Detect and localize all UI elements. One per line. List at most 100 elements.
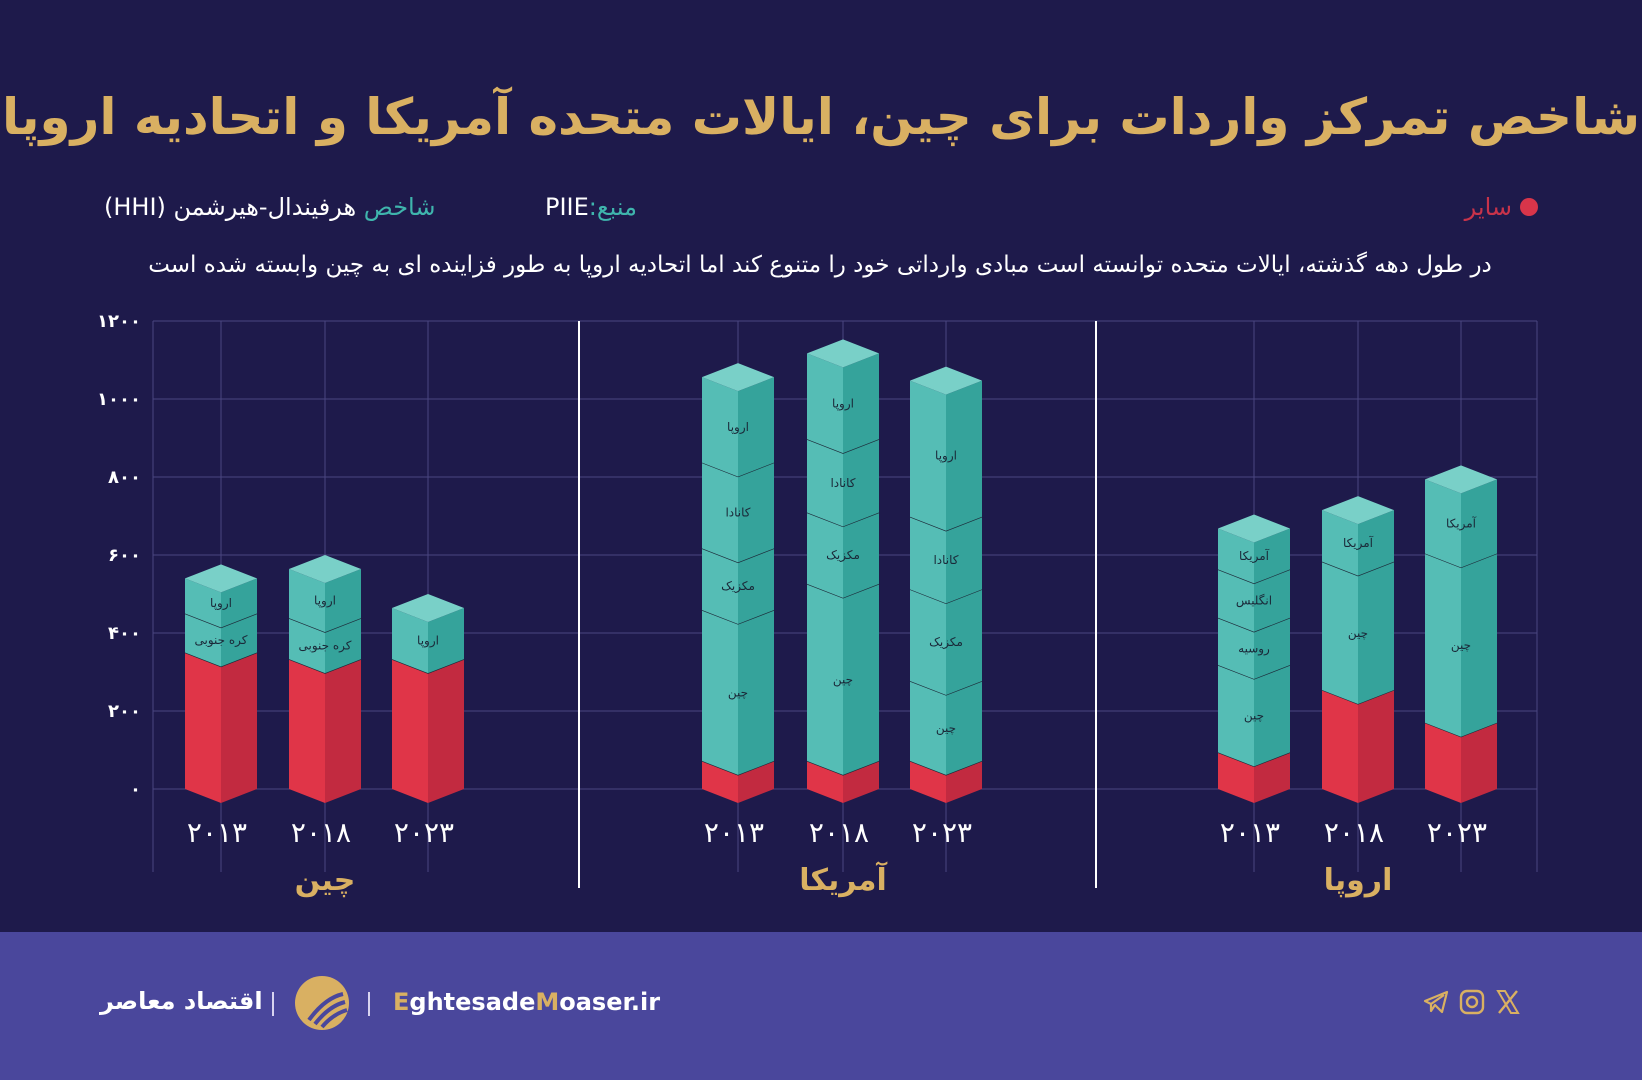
bar-segment-right xyxy=(1254,569,1290,632)
website-link[interactable]: EghtesadeMoaser.ir xyxy=(393,988,661,1016)
bar-segment-left xyxy=(1218,569,1254,632)
bar-segment-left xyxy=(1218,617,1254,679)
bar-segment-left xyxy=(702,548,738,624)
y-tick-label: ۰ xyxy=(130,779,141,800)
bar-segment-right xyxy=(1358,561,1394,704)
bar-segment-left xyxy=(1425,479,1461,568)
bar-segment-right xyxy=(1358,510,1394,576)
segment-label: چین xyxy=(1451,638,1471,653)
bar-segment-left xyxy=(910,516,946,604)
year-label: ۲۰۲۳ xyxy=(912,816,972,849)
bar-segment-right xyxy=(1358,689,1394,803)
year-label: ۲۰۱۸ xyxy=(1324,816,1384,849)
bar-segment-right xyxy=(221,613,257,667)
bar-segment-right xyxy=(1254,528,1290,584)
x-icon[interactable] xyxy=(1494,988,1522,1016)
bar-segment-right xyxy=(428,659,464,803)
bar-top-face xyxy=(289,555,361,584)
bar-segment-right xyxy=(325,569,361,633)
brand-name: اقتصاد معاصر xyxy=(100,987,263,1015)
bar-top-face xyxy=(807,339,879,368)
y-tick-label: ۴۰۰ xyxy=(108,623,141,644)
bar-segment-left xyxy=(185,613,221,667)
bar-segment-left xyxy=(807,583,843,775)
bar-segment-right xyxy=(738,609,774,775)
source: منبع:PIIE xyxy=(545,193,637,221)
bar-segment-right xyxy=(738,548,774,624)
year-label: ۲۰۱۳ xyxy=(704,816,764,849)
bar-segment-right xyxy=(325,618,361,674)
logo-icon xyxy=(295,976,349,1030)
segment-label: اروپا xyxy=(210,596,232,611)
group-label: چین xyxy=(295,863,356,898)
bar-top-face xyxy=(1218,514,1290,543)
bar-segment-right xyxy=(946,680,982,775)
index-value: هرفیندال-هیرشمن (HHI) xyxy=(104,193,357,221)
bar-segment-left xyxy=(392,659,428,803)
segment-label: کانادا xyxy=(830,476,855,490)
y-tick-label: ۶۰۰ xyxy=(108,545,141,566)
bar-segment-left xyxy=(910,380,946,531)
segment-label: آمریکا xyxy=(1343,535,1374,551)
instagram-icon[interactable] xyxy=(1458,988,1486,1016)
segment-label: چین xyxy=(936,721,956,736)
y-tick-label: ۸۰۰ xyxy=(108,467,141,488)
bar-segment-right xyxy=(843,583,879,775)
index-label: شاخص xyxy=(363,193,436,221)
segment-label: اروپا xyxy=(314,594,336,609)
segment-label: مکزیک xyxy=(826,548,860,563)
divider xyxy=(272,992,274,1016)
bar-segment-right xyxy=(1461,722,1497,803)
bar-segment-right xyxy=(946,380,982,531)
bar-segment-left xyxy=(1218,528,1254,584)
segment-label: کانادا xyxy=(725,505,750,519)
year-label: ۲۰۱۳ xyxy=(187,816,247,849)
bar-segment-left xyxy=(807,512,843,598)
segment-label: اروپا xyxy=(417,634,439,649)
segment-label: اروپا xyxy=(727,420,749,435)
telegram-icon[interactable] xyxy=(1422,988,1450,1016)
bar-segment-left xyxy=(702,377,738,477)
bar-segment-left xyxy=(1425,553,1461,737)
bar-top-face xyxy=(1322,496,1394,525)
group-label: آمریکا xyxy=(799,861,887,898)
segment-label: اروپا xyxy=(935,449,957,464)
bar-segment-left xyxy=(807,439,843,527)
segment-label: چین xyxy=(728,685,748,700)
group-label: اروپا xyxy=(1324,863,1393,898)
bar-segment-left xyxy=(1322,689,1358,803)
bar-segment-left xyxy=(1218,752,1254,803)
bar-segment-left xyxy=(289,659,325,803)
bar-segment-right xyxy=(946,516,982,604)
legend-label: سایر xyxy=(1464,193,1512,221)
index-note: شاخص هرفیندال-هیرشمن (HHI) xyxy=(104,193,435,221)
y-tick-label: ۲۰۰ xyxy=(108,701,141,722)
segment-label: کره جنوبی xyxy=(298,639,351,654)
footer: اقتصاد معاصر EghtesadeMoaser.ir xyxy=(0,932,1642,1080)
bar-segment-left xyxy=(289,569,325,633)
bar-segment-left xyxy=(185,652,221,803)
segment-label: مکزیک xyxy=(929,635,963,650)
subtitle: در طول دهه گذشته، ایالات متحده توانسته ا… xyxy=(148,252,1492,278)
bar-top-face xyxy=(185,564,257,593)
year-label: ۲۰۱۳ xyxy=(1220,816,1280,849)
segment-label: چین xyxy=(1348,626,1368,641)
segment-label: چین xyxy=(833,672,853,687)
bar-segment-right xyxy=(1254,664,1290,767)
segment-label: اروپا xyxy=(832,396,854,411)
segment-label: روسیه xyxy=(1238,641,1270,656)
bar-segment-right xyxy=(221,652,257,803)
bar-top-face xyxy=(910,366,982,395)
bar-segment-left xyxy=(702,462,738,563)
bar-segment-left xyxy=(702,609,738,775)
bar-segment-left xyxy=(1322,510,1358,576)
bar-segment-left xyxy=(910,589,946,695)
bar-segment-right xyxy=(325,659,361,803)
bar-segment-left xyxy=(910,680,946,775)
segment-label: کره جنوبی xyxy=(194,633,247,648)
bar-top-face xyxy=(1425,465,1497,494)
segment-label: مکزیک xyxy=(721,579,755,594)
year-label: ۲۰۱۸ xyxy=(809,816,869,849)
legend-other: سایر xyxy=(1465,193,1538,221)
bar-segment-left xyxy=(807,353,843,454)
